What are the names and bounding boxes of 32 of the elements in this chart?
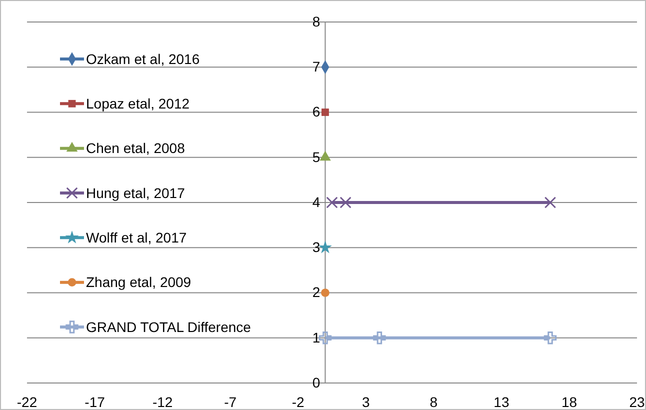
point [373,332,386,344]
x-tick-label: 13 [494,394,510,410]
x-tick-label: 18 [561,394,578,410]
y-tick-label: 1 [312,329,320,346]
legend-label: Ozkam et al, 2016 [86,50,200,67]
y-tick-label: 0 [312,374,320,390]
legend-label: Chen etal, 2008 [86,140,186,156]
y-tick-label: 3 [312,239,320,256]
y-tick-label: 2 [312,284,320,300]
x-tick-label: -2 [292,394,305,410]
point [318,332,332,344]
point [321,288,330,297]
x-tick-label: -12 [152,394,173,410]
y-tick-label: 8 [312,13,320,30]
x-tick-label: 23 [629,394,645,410]
x-tick-label: -22 [16,394,38,410]
y-tick-label: 6 [312,104,320,120]
x-tick-label: -17 [84,394,106,410]
legend-label: Lopaz etal, 2012 [86,96,190,112]
point [544,196,556,208]
y-tick-label: 5 [312,148,320,165]
x-tick-label: -7 [224,394,237,410]
y-tick-label: 7 [312,58,320,75]
x-tick-label: 8 [430,394,438,410]
legend-label: GRAND TOTAL Difference [86,318,252,335]
point [544,332,557,344]
y-tick-label: 4 [312,194,320,210]
legend-label: Hung etal, 2017 [86,184,186,201]
point [318,240,332,254]
legend-label: Zhang etal, 2009 [86,274,192,290]
x-tick-label: 3 [362,394,370,410]
legend-label: Wolff et al, 2017 [86,230,187,246]
